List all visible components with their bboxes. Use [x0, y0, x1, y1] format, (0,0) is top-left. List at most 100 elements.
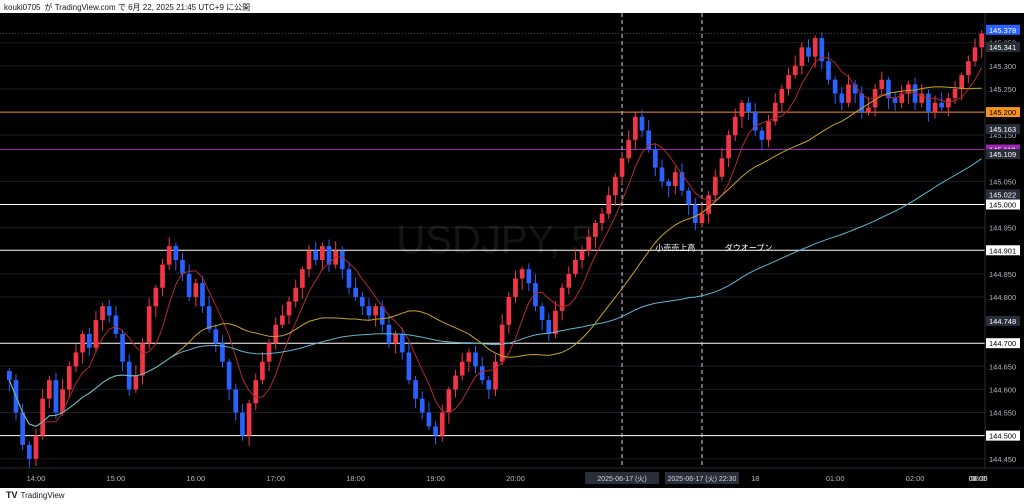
- candle-body: [20, 412, 25, 445]
- candle-body: [459, 361, 465, 376]
- time-tick-label: 07:00: [969, 474, 988, 483]
- candle-body: [220, 343, 225, 362]
- candle-body: [426, 412, 432, 427]
- candle-body: [153, 287, 159, 307]
- candle-body: [699, 213, 705, 224]
- candle-body: [832, 79, 838, 94]
- candle-body: [206, 306, 212, 330]
- candle-body: [473, 352, 478, 367]
- candle-body: [772, 102, 778, 122]
- candle-body: [533, 283, 538, 307]
- price-level-label: 145.109: [989, 150, 1016, 159]
- price-level-tag: [986, 149, 1020, 160]
- time-tick-label: 18:00: [346, 474, 365, 483]
- candle-body: [633, 116, 638, 140]
- candle-body: [839, 93, 845, 103]
- ma-long-line: [8, 158, 982, 427]
- candle-body: [666, 181, 671, 187]
- candle-body: [260, 361, 265, 381]
- price-tick-label: 144.450: [989, 455, 1016, 464]
- candle-body: [439, 412, 445, 436]
- candle-body: [286, 301, 292, 316]
- price-level-tag: [986, 41, 1020, 52]
- candle-body: [852, 84, 858, 94]
- candle-body: [546, 320, 552, 334]
- candle-body: [133, 375, 139, 390]
- candle-body: [906, 84, 911, 94]
- time-highlight-label: 2025-06-17 (火): [597, 475, 646, 483]
- candle-body: [193, 283, 199, 297]
- price-level-tag: [986, 316, 1020, 327]
- time-tick-label: 15:00: [106, 474, 125, 483]
- candle-body: [719, 158, 725, 177]
- candle-body: [499, 324, 505, 362]
- candle-body: [160, 264, 165, 288]
- candle-body: [932, 102, 938, 113]
- time-tick-label: 02:00: [906, 474, 925, 483]
- candle-body: [326, 246, 332, 265]
- candle-body: [952, 88, 958, 99]
- candle-body: [746, 102, 751, 113]
- candle-body: [706, 195, 711, 214]
- candle-body: [140, 343, 145, 376]
- footer-brand: TradingView: [20, 491, 65, 500]
- candle-body: [679, 172, 685, 191]
- candle-body: [686, 190, 691, 205]
- time-tick-label: 05:00: [969, 474, 988, 483]
- price-tick-label: 145.250: [989, 85, 1016, 94]
- time-tick-label: 01:00: [826, 474, 845, 483]
- candle-body: [899, 93, 905, 103]
- price-level-tag: [986, 430, 1020, 441]
- price-chart[interactable]: USDJPY, 5小売売上高ダウオープン145.350145.300145.25…: [0, 13, 1024, 488]
- candle-body: [6, 370, 12, 381]
- candle-body: [639, 116, 645, 131]
- candle-body: [100, 306, 105, 321]
- candle-body: [246, 403, 252, 436]
- candle-body: [672, 172, 678, 187]
- candle-body: [253, 380, 259, 404]
- candle-body: [579, 250, 585, 260]
- candle-body: [366, 306, 372, 316]
- candle-body: [886, 79, 891, 99]
- candle-body: [786, 75, 791, 89]
- price-level-label: 145.341: [989, 43, 1016, 52]
- time-tick-label: 14:00: [27, 474, 46, 483]
- candle-body: [359, 296, 365, 307]
- candle-body: [859, 93, 865, 113]
- time-highlight-tag: [664, 472, 739, 484]
- time-tick-label: 19:00: [426, 474, 445, 483]
- candle-body: [466, 352, 472, 362]
- publish-text: が TradingView.com で 6月 22, 2025 21:45 UT…: [44, 3, 251, 12]
- time-tick-label: 04:00: [969, 474, 988, 483]
- candle-body: [806, 47, 811, 57]
- candle-body: [46, 380, 52, 399]
- candle-body: [559, 287, 565, 311]
- time-axis-background: [0, 468, 1024, 488]
- candle-body: [506, 296, 512, 325]
- candle-body: [80, 333, 85, 353]
- candle-body: [26, 444, 32, 459]
- price-level-tag: [986, 199, 1020, 210]
- candle-body: [739, 102, 745, 117]
- candle-body: [180, 259, 185, 274]
- candle-body: [353, 287, 358, 297]
- candle-body: [692, 204, 698, 224]
- candle-body: [306, 250, 312, 270]
- time-highlight-label: 2025-06-17 (火) 22:30: [668, 475, 737, 483]
- footer: TV TradingView: [6, 488, 65, 502]
- candle-body: [593, 223, 598, 237]
- price-level-tag: [986, 338, 1020, 349]
- candle-body: [606, 195, 612, 214]
- candle-body: [60, 389, 65, 413]
- candle-body: [526, 269, 532, 284]
- candle-body: [200, 283, 205, 307]
- price-level-label: 145.163: [989, 125, 1016, 134]
- time-tick-label: 16:00: [186, 474, 205, 483]
- candle-body: [186, 273, 192, 297]
- candle-body: [779, 88, 785, 103]
- price-tick-label: 144.550: [989, 409, 1016, 418]
- candle-body: [166, 246, 172, 265]
- candle-body: [399, 333, 405, 353]
- chart-frame[interactable]: USDJPY, 5小売売上高ダウオープン145.350145.300145.25…: [0, 13, 1024, 488]
